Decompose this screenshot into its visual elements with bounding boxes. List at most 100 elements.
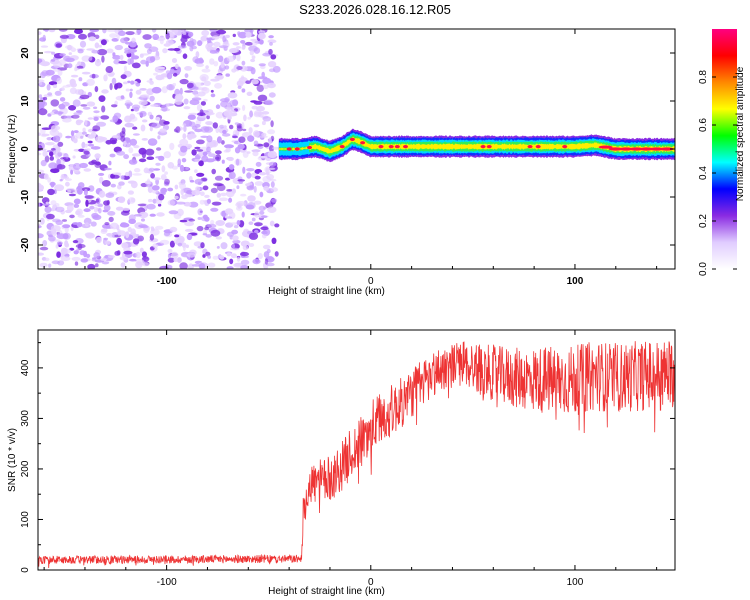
noise-speckle [204,194,210,198]
noise-speckle [261,233,267,239]
noise-speckle [54,203,60,207]
noise-speckle [192,56,199,63]
noise-speckle [75,210,81,216]
signal-hotspot [388,145,394,149]
noise-speckle [234,122,240,125]
noise-speckle [88,36,97,42]
colorbar-tick-label: 0.0 [698,262,709,276]
noise-speckle [199,199,205,205]
noise-speckle [96,121,107,127]
signal-hotspot [307,145,313,150]
noise-speckle [224,215,228,219]
noise-speckle [224,34,230,39]
noise-speckle [267,206,277,213]
noise-speckle [39,37,46,42]
noise-speckle [261,71,266,78]
noise-speckle [174,184,179,190]
noise-speckle [195,51,200,58]
noise-speckle [38,169,45,174]
noise-speckle [46,84,51,91]
noise-speckle [59,97,66,102]
noise-speckle [85,222,89,227]
noise-speckle [118,181,125,186]
noise-speckle [237,144,245,150]
noise-speckle [250,67,256,75]
noise-speckle [84,119,88,126]
noise-speckle [153,168,161,171]
noise-speckle [211,201,222,206]
noise-speckle [114,250,120,256]
noise-speckle [118,60,128,64]
noise-speckle [236,201,247,206]
noise-speckle [62,85,71,88]
noise-speckle [227,92,238,99]
noise-speckle [241,60,246,66]
noise-speckle [134,214,142,217]
noise-speckle [47,113,52,117]
noise-speckle [54,146,61,153]
noise-speckle [101,228,108,233]
noise-speckle [157,203,162,207]
noise-speckle [101,89,109,94]
noise-speckle [40,61,50,67]
colorbar-tick-label: 0.2 [698,214,709,228]
noise-speckle [137,235,144,242]
noise-speckle [119,54,124,61]
noise-speckle [92,128,98,132]
noise-speckle [232,239,241,244]
noise-speckle [77,182,85,189]
noise-speckle [84,195,94,199]
noise-speckle [45,69,55,76]
noise-speckle [46,137,53,141]
noise-speckle [229,222,239,225]
noise-speckle [188,218,196,222]
noise-speckle [56,251,61,258]
noise-speckle [58,29,68,32]
noise-speckle [117,228,121,236]
noise-speckle [68,193,76,197]
noise-speckle [177,242,183,247]
signal-hotspot [629,147,644,151]
noise-speckle [159,38,164,45]
x-tick-label: 100 [567,276,584,287]
signal-hotspot [598,145,613,149]
noise-speckle [187,114,196,120]
noise-speckle [77,49,84,54]
noise-speckle [152,33,160,41]
noise-speckle [268,68,276,73]
noise-speckle [181,242,187,248]
noise-speckle [236,46,242,49]
noise-speckle [104,222,110,226]
noise-speckle [247,116,251,120]
noise-speckle [81,141,86,149]
noise-speckle [246,185,255,191]
noise-speckle [241,211,245,218]
noise-speckle [142,262,150,267]
noise-speckle [48,81,58,86]
noise-speckle [197,208,203,216]
noise-speckle [100,258,107,261]
noise-speckle [93,106,98,110]
noise-speckle [241,122,245,130]
noise-speckle [128,159,138,165]
noise-speckle [215,74,224,80]
noise-speckle [261,215,268,218]
noise-speckle [201,87,210,94]
noise-speckle [100,39,107,46]
noise-speckle [206,198,211,204]
noise-speckle [194,178,203,185]
noise-speckle [267,150,277,159]
noise-speckle [220,61,225,68]
noise-speckle [152,198,157,204]
noise-speckle [148,198,153,203]
noise-speckle [240,40,246,44]
noise-speckle [268,92,276,98]
noise-speckle [38,152,42,156]
noise-speckle [196,172,205,177]
noise-speckle [127,190,134,195]
noise-speckle [245,183,251,187]
noise-speckle [130,80,135,85]
noise-speckle [179,262,188,269]
noise-speckle [196,104,202,112]
noise-speckle [52,135,61,143]
